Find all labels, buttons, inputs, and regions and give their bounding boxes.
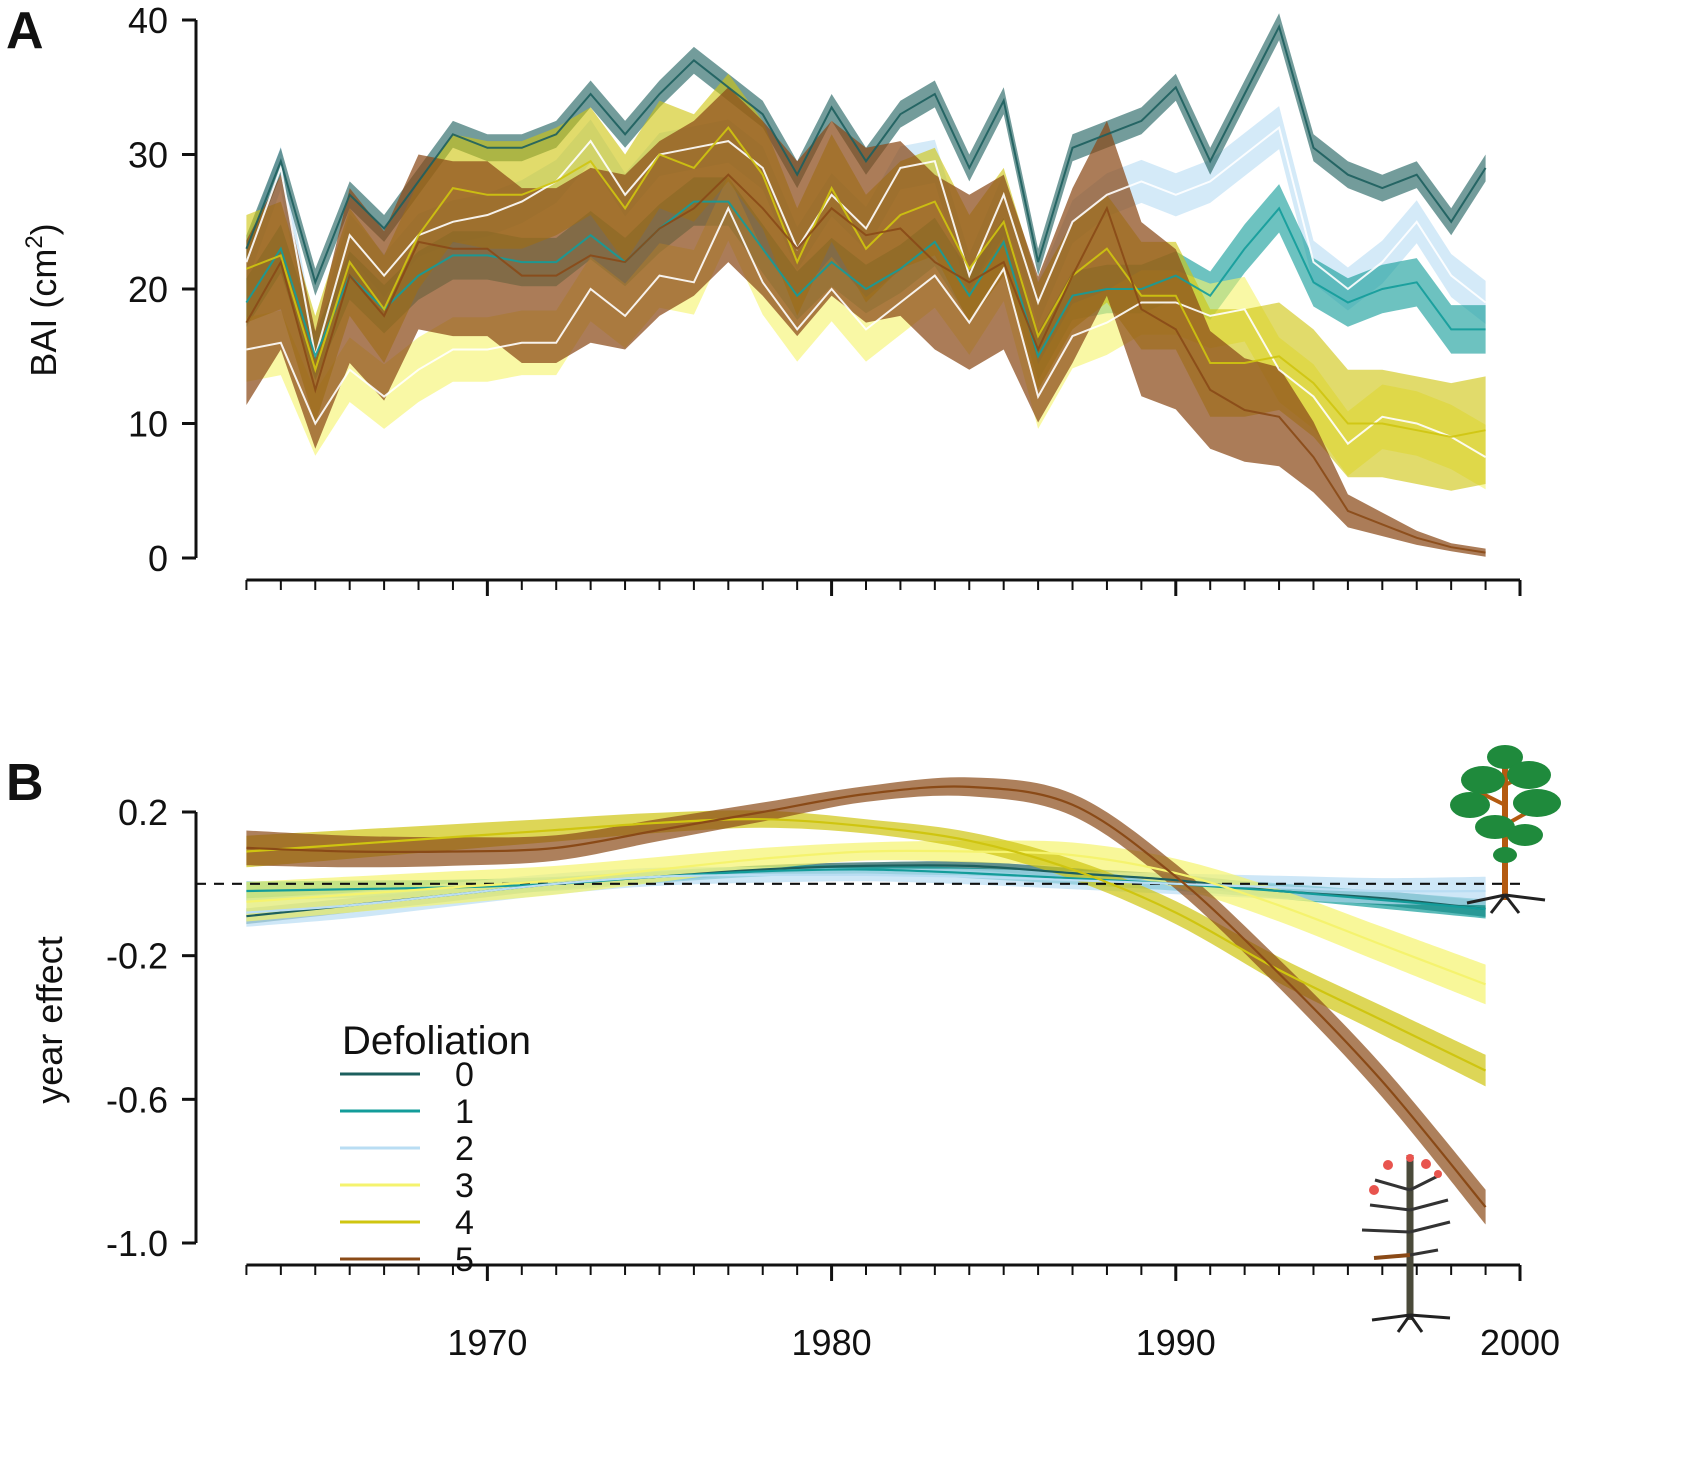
panel-b-x-tick-label: 1990 xyxy=(1136,1322,1216,1363)
panel-b-band-defoliation-5 xyxy=(246,777,1486,1225)
panel-b-y-tick-label: -0.2 xyxy=(106,936,168,977)
panel-b-year-effect-chart: B 0.2 -0.2 -0.6 -1.0 1970 1980 1990 2000 year e… xyxy=(6,745,1561,1363)
legend-label-defoliation-2: 2 xyxy=(455,1130,474,1168)
panel-a-y-tick-label: 20 xyxy=(128,269,168,310)
panel-a-line-defoliation-3 xyxy=(246,205,1487,458)
panel-b-x-tick-label: 2000 xyxy=(1480,1322,1560,1363)
legend-label-defoliation-0: 0 xyxy=(455,1056,474,1094)
panel-a-ylabel-close: ) xyxy=(23,223,64,235)
panel-b-x-tick-label: 1980 xyxy=(792,1322,872,1363)
panel-a-band-defoliation-5 xyxy=(246,87,1486,557)
legend-label-defoliation-5: 5 xyxy=(455,1241,474,1279)
panel-b-x-tick-label: 1970 xyxy=(447,1322,527,1363)
panel-a-line-defoliation-1 xyxy=(245,200,1486,360)
panel-a-y-tick-label: 40 xyxy=(128,0,168,41)
panel-b-y-tick-label: -1.0 xyxy=(106,1223,168,1264)
panel-a-y-tick-label: 0 xyxy=(148,538,168,579)
panel-a-y-tick-label: 10 xyxy=(128,404,168,445)
panel-b-confidence-bands xyxy=(246,777,1486,1225)
defoliated-tree-icon xyxy=(1361,1154,1451,1333)
panel-a-band-defoliation-3 xyxy=(246,176,1486,490)
panel-b-line-defoliation-4 xyxy=(246,818,1487,1072)
panel-a-ylabel-text: BAI (cm xyxy=(23,249,64,377)
panel-b-line-defoliation-3 xyxy=(246,849,1486,986)
panel-a-line-defoliation-2 xyxy=(245,125,1487,357)
panel-b-y-tick-label: 0.2 xyxy=(118,792,168,833)
panel-b-y-tick-label: -0.6 xyxy=(106,1079,168,1120)
legend-title: Defoliation xyxy=(342,1019,531,1063)
panel-a-line-defoliation-4 xyxy=(246,125,1486,438)
panel-a-y-tick-label: 30 xyxy=(128,135,168,176)
panel-a-axes: 0 10 20 30 40 xyxy=(128,0,1522,596)
panel-a-letter: A xyxy=(6,2,44,60)
panel-a-confidence-bands xyxy=(246,13,1486,557)
panel-a-line-defoliation-0 xyxy=(245,23,1487,286)
panel-b-y-axis-title: year effect xyxy=(29,936,70,1103)
panel-a-series-lines xyxy=(245,23,1487,554)
healthy-tree-icon xyxy=(1450,745,1561,914)
panel-b-letter: B xyxy=(6,754,44,812)
panel-b-series-lines xyxy=(196,785,1525,1208)
legend-label-defoliation-3: 3 xyxy=(455,1167,474,1205)
panel-b-axes: 0.2 -0.2 -0.6 -1.0 1970 1980 1990 2000 xyxy=(106,792,1560,1363)
panel-a-line-defoliation-5 xyxy=(245,173,1486,554)
legend-label-defoliation-1: 1 xyxy=(455,1093,474,1131)
panel-a-y-axis-title: BAI (cm2) xyxy=(21,223,64,376)
panel-a-bai-chart: A 0 10 20 30 40 BAI (cm2) xyxy=(6,0,1522,596)
panel-b-line-defoliation-2 xyxy=(246,873,1486,914)
legend-label-defoliation-4: 4 xyxy=(455,1204,474,1242)
panel-a-ylabel-superscript: 2 xyxy=(21,235,48,248)
panel-b-line-defoliation-5 xyxy=(246,785,1487,1208)
